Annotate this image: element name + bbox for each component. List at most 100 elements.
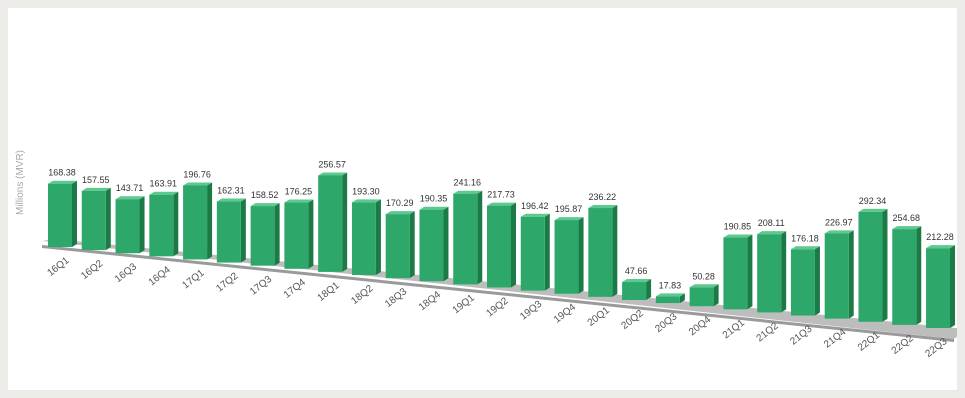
bar-front — [419, 209, 444, 282]
bar-top — [318, 172, 348, 176]
value-label: 170.29 — [386, 198, 414, 208]
bar-front — [858, 211, 883, 322]
bar — [892, 226, 922, 325]
category-label: 20Q3 — [653, 311, 679, 335]
bar — [926, 245, 956, 328]
bar — [453, 190, 483, 285]
bar — [81, 187, 111, 251]
value-label: 157.55 — [82, 175, 110, 185]
bar-top — [453, 190, 483, 194]
bar-side — [781, 231, 787, 313]
bar-front — [723, 237, 748, 310]
bar-front — [115, 199, 140, 254]
bar-side — [848, 230, 854, 319]
value-labels-group: 168.38 157.55 143.71 163.91 196.76 162.31 158.… — [48, 159, 954, 290]
value-label: 163.91 — [150, 179, 178, 189]
bar — [824, 230, 854, 319]
bar-top — [588, 205, 618, 209]
bar — [487, 202, 517, 288]
value-label: 196.76 — [183, 169, 211, 179]
value-label: 226.97 — [825, 217, 853, 227]
floor-edge — [42, 245, 955, 342]
bar-side — [477, 190, 483, 285]
bar — [757, 231, 787, 313]
bar — [655, 293, 685, 304]
bar-side — [814, 246, 820, 316]
bar-front — [520, 216, 545, 291]
category-label: 16Q1 — [45, 255, 71, 279]
bar-top — [351, 199, 381, 203]
bar-top — [520, 213, 550, 217]
chart-frame: Millions (MVR) 168.38 157.55 143.71 163.91 1… — [8, 8, 957, 390]
bars-group — [48, 172, 956, 328]
bar-side — [747, 234, 753, 310]
bar — [790, 246, 820, 316]
bar-top — [183, 182, 213, 186]
value-label: 50.28 — [692, 271, 715, 281]
bar-front — [487, 205, 512, 288]
bar — [183, 182, 213, 260]
bar-side — [240, 198, 246, 263]
bar-side — [72, 180, 77, 247]
bar-top — [723, 234, 753, 238]
bar — [318, 172, 348, 272]
bar-chart: 168.38 157.55 143.71 163.91 196.76 162.31 158.… — [42, 159, 957, 360]
bar-front — [250, 206, 275, 266]
bar-side — [578, 217, 584, 294]
bar-top — [81, 187, 111, 191]
bar — [723, 234, 753, 310]
bar-front — [757, 234, 782, 313]
bar-front — [149, 194, 174, 257]
value-label: 190.85 — [724, 222, 752, 232]
bar-front — [622, 282, 647, 300]
bar-front — [689, 287, 714, 307]
bar-side — [882, 208, 888, 322]
category-label: 16Q3 — [113, 261, 139, 285]
category-label: 16Q4 — [147, 264, 173, 288]
bar-side — [713, 284, 719, 307]
value-label: 176.18 — [791, 233, 819, 243]
bar-top — [892, 226, 922, 230]
value-label: 195.87 — [555, 204, 583, 214]
bar-side — [173, 191, 179, 257]
bar-side — [207, 182, 213, 260]
bar-front — [926, 248, 951, 328]
bar — [689, 284, 719, 307]
value-label: 190.35 — [420, 194, 448, 204]
bar — [284, 199, 314, 269]
bar-top — [115, 196, 145, 200]
bar — [520, 213, 550, 291]
category-label: 18Q4 — [417, 289, 443, 313]
value-label: 168.38 — [48, 168, 76, 178]
bar-side — [544, 213, 550, 291]
bar-top — [48, 180, 77, 184]
bar-top — [385, 211, 415, 215]
bar-side — [612, 205, 618, 297]
value-label: 196.42 — [521, 201, 549, 211]
category-label: 19Q4 — [552, 302, 578, 326]
value-label: 158.52 — [251, 190, 279, 200]
bar — [554, 217, 584, 294]
bar-side — [274, 203, 280, 266]
value-label: 208.11 — [758, 218, 785, 228]
bar-side — [308, 199, 314, 269]
bar-top — [284, 199, 314, 203]
bar-front — [588, 208, 613, 297]
bar-front — [81, 190, 106, 251]
bar — [858, 208, 888, 322]
bar-side — [443, 206, 449, 282]
bar-side — [679, 293, 685, 304]
value-label: 292.34 — [859, 196, 887, 206]
bar — [351, 199, 381, 276]
bar-top — [419, 206, 449, 210]
category-label: 17Q1 — [181, 267, 207, 291]
bar-front — [554, 220, 579, 294]
bar-side — [105, 187, 111, 251]
category-label: 20Q2 — [620, 308, 646, 332]
bar-top — [790, 246, 820, 250]
bar-side — [916, 226, 922, 325]
bar-top — [622, 279, 652, 283]
bar — [48, 180, 77, 247]
bar-front — [183, 185, 208, 260]
value-label: 217.73 — [487, 190, 515, 200]
